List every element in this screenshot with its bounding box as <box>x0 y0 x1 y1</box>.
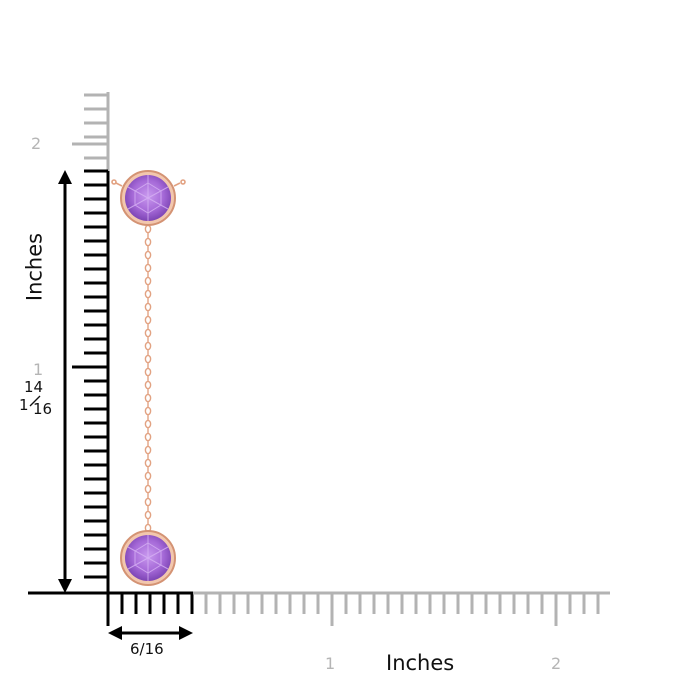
chain-link <box>144 263 152 273</box>
chain-link <box>144 302 152 312</box>
chain-link <box>144 393 152 403</box>
vertical-dimension-arrow <box>58 170 72 593</box>
chain-link <box>144 380 152 390</box>
chain-link <box>144 484 152 494</box>
rose-gold-chain <box>144 224 152 533</box>
horizontal-measurement: 6/16 <box>130 640 164 658</box>
chain-link <box>144 315 152 325</box>
chain-link <box>144 354 152 364</box>
chain-link <box>144 224 152 234</box>
chain-link <box>144 367 152 377</box>
fraction-slash <box>29 395 41 407</box>
vertical-ruler-black <box>72 169 110 593</box>
vertical-measurement-numerator: 14 <box>24 378 44 396</box>
chain-link <box>144 250 152 260</box>
chain-link <box>144 445 152 455</box>
chain-link <box>144 510 152 520</box>
horizontal-tick-label-1: 1 <box>325 654 336 673</box>
horizontal-ruler-gray <box>193 591 610 626</box>
chain-link <box>144 276 152 286</box>
vertical-measurement-whole: 1 <box>19 396 29 414</box>
vertical-measurement-denominator: 16 <box>33 400 53 418</box>
horizontal-dimension-arrow <box>108 626 193 640</box>
amethyst-stone-bottom <box>120 530 176 586</box>
chain-link <box>144 289 152 299</box>
vertical-tick-label-1: 1 <box>33 360 44 379</box>
horizontal-ruler-black <box>106 593 194 626</box>
chain-link <box>144 497 152 507</box>
amethyst-stone-top <box>120 170 176 226</box>
chain-link <box>144 237 152 247</box>
chain-link <box>144 341 152 351</box>
chain-link <box>144 432 152 442</box>
chain-link <box>144 328 152 338</box>
horizontal-tick-label-2: 2 <box>551 654 562 673</box>
chain-link <box>144 471 152 481</box>
horizontal-axis-title: Inches <box>386 651 455 675</box>
vertical-axis-title: Inches <box>22 232 47 302</box>
chain-link <box>144 406 152 416</box>
vertical-ruler-gray <box>72 92 110 171</box>
chain-link <box>144 419 152 429</box>
top-connector-wires <box>111 179 186 187</box>
vertical-tick-label-2: 2 <box>31 134 42 153</box>
chain-link <box>144 458 152 468</box>
